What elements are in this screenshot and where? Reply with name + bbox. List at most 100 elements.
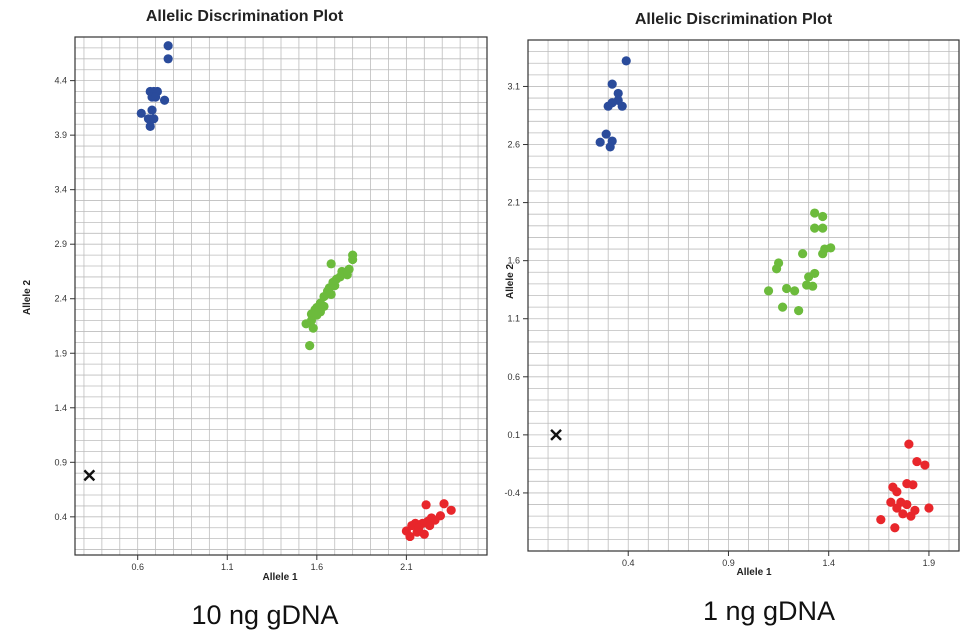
y-tick-label: 2.9 [54,239,67,249]
y-tick-label: 0.9 [54,457,67,467]
data-point-allele1 [892,503,902,513]
x-axis-label: Allele 1 [262,572,298,583]
y-tick-label: 3.9 [54,130,67,140]
y-tick-label: 2.1 [507,198,520,208]
data-point-allele2 [149,114,159,124]
x-tick-label: 0.6 [131,562,144,572]
data-point-allele2 [617,101,627,111]
data-point-heterozygous [794,305,804,316]
x-tick-label: 1.9 [923,558,936,568]
grid [527,39,959,552]
data-point-allele1 [904,439,914,449]
y-tick-label: 0.1 [507,430,520,440]
data-point-allele1 [425,520,435,531]
x-tick-label: 1.6 [311,562,324,572]
data-point-allele2 [159,95,170,105]
data-point-allele2 [151,92,161,102]
data-point-allele2 [595,137,605,147]
grid [75,36,487,555]
y-tick-label: 0.6 [507,372,520,382]
ntc-marker [550,429,562,441]
y-tick-label: -0.4 [504,488,520,498]
data-point-heterozygous [305,341,315,351]
y-tick-label: 4.4 [54,76,67,86]
data-point-allele2 [136,108,146,118]
data-point-allele1 [890,523,900,533]
data-point-allele2 [601,129,611,139]
plot-frame [527,39,960,552]
data-point-heterozygous [810,208,820,218]
data-point-heterozygous [348,254,358,265]
y-axis-label: Allele 2 [505,263,517,300]
data-point-heterozygous [782,283,792,294]
data-point-allele1 [898,509,908,519]
plot-panel-1ng: Allelic Discrimination Plot 0.4 0.9 1.4 1.9… [489,0,978,644]
chart-title: Allelic Discrimination Plot [634,11,833,28]
x-tick-label: 0.4 [622,558,635,568]
data-point-allele2 [147,105,157,115]
y-tick-label: 3.1 [507,81,520,91]
data-point-allele2 [163,54,173,64]
x-tick-label: 1.1 [221,562,234,572]
data-point-heterozygous [326,289,336,299]
data-point-heterozygous [810,223,820,233]
y-tick-label: 0.4 [54,512,67,522]
scatter-plot-1ng: 0.4 0.9 1.4 1.9 -0.4 0.1 0.6 1.1 1.6 2.1 2.6 3.1 [504,39,960,568]
data-point-allele1 [412,527,422,537]
data-point-allele1 [886,497,896,507]
x-axis-label: Allele 1 [736,567,772,578]
data-point-allele2 [163,41,173,51]
ntc-marker [83,469,96,482]
data-point-allele2 [605,142,615,152]
data-point-heterozygous [818,249,828,259]
chart-caption: 1 ng gDNA [702,596,836,626]
data-point-heterozygous [771,264,782,274]
data-point-allele2 [621,56,631,66]
x-tick-label: 0.9 [722,558,735,568]
chart-title: Allelic Discrimination Plot [145,8,344,25]
data-point-allele1 [906,511,916,521]
data-point-allele1 [908,480,918,490]
y-tick-label: 2.6 [507,140,520,150]
plot-panel-10ng: Allelic Discrimination Plot 0.6 1.1 1.6 2.1… [22,8,488,630]
data-point-allele1 [892,487,902,497]
data-point-allele2 [613,88,623,99]
y-tick-label: 2.4 [54,294,67,304]
data-point-allele1 [446,505,456,515]
data-point-heterozygous [342,270,352,280]
y-tick-label: 1.1 [507,314,520,324]
data-point-heterozygous [763,286,774,296]
y-tick-label: 1.4 [54,403,67,413]
data-point-allele1 [912,456,922,467]
x-tick-label: 2.1 [400,562,413,572]
y-tick-label: 3.4 [54,185,67,195]
data-point-allele2 [603,101,613,111]
data-point-allele1 [419,529,429,539]
data-point-allele1 [924,503,934,513]
data-point-heterozygous [798,249,808,259]
data-point-heterozygous [818,211,828,222]
chart-caption: 10 ng gDNA [191,600,339,630]
data-point-heterozygous [301,319,311,329]
data-point-heterozygous [804,272,814,282]
data-point-heterozygous [326,259,336,269]
plot-frame [74,36,488,556]
data-point-allele1 [421,500,431,510]
y-tick-label: 1.9 [54,348,67,358]
y-axis-label: Allele 2 [22,279,34,316]
x-tick-label: 1.4 [822,558,835,568]
y-tick-label: 1.6 [507,256,520,266]
scatter-plot-10ng: 0.6 1.1 1.6 2.1 0.4 0.9 1.4 1.9 2.4 2.9 3.4 3.9 4.4 [54,36,488,572]
data-point-allele1 [876,515,886,525]
data-point-allele1 [920,460,930,470]
data-point-heterozygous [308,323,318,333]
data-point-heterozygous [790,286,800,296]
data-point-allele1 [405,531,415,542]
data-point-heterozygous [808,281,818,291]
data-point-heterozygous [777,302,788,312]
data-point-allele2 [607,79,617,89]
data-point-allele1 [902,499,912,510]
data-point-heterozygous [818,223,828,233]
data-point-allele1 [439,499,449,509]
data-point-allele2 [145,121,155,132]
